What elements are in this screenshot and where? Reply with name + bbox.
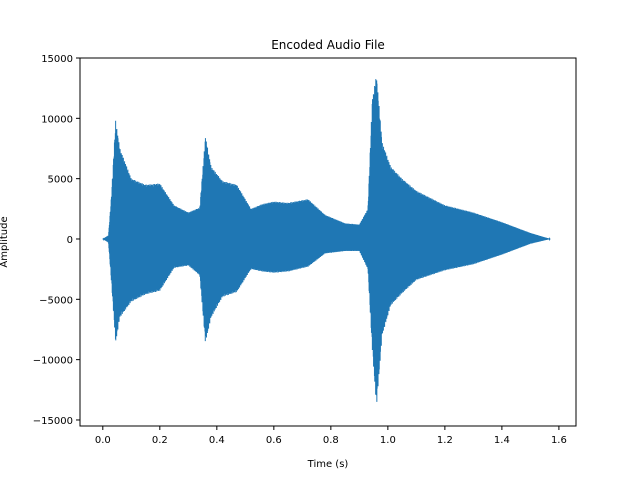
y-tick-label: 15000: [41, 54, 73, 65]
y-tick-label: 5000: [48, 175, 73, 186]
x-axis-label: Time (s): [307, 459, 349, 470]
x-tick-label: 1.6: [551, 435, 567, 446]
y-axis: −15000 −10000 −5000 0 5000 10000 15000: [33, 54, 80, 427]
x-tick-label: 1.2: [437, 435, 453, 446]
x-axis: 0.0 0.2 0.4 0.6 0.8 1.0 1.2 1.4 1.6: [95, 426, 567, 446]
plot-area: [79, 57, 577, 427]
x-tick-label: 0.2: [152, 435, 168, 446]
x-tick-label: 0.4: [209, 435, 225, 446]
y-axis-label: Amplitude: [0, 216, 10, 267]
waveform-series: [102, 79, 551, 402]
x-tick-label: 1.4: [494, 435, 510, 446]
x-tick-label: 0.8: [323, 435, 339, 446]
y-tick-label: 10000: [41, 114, 73, 125]
x-tick-label: 0.6: [266, 435, 282, 446]
plot-frame: [79, 57, 577, 427]
y-tick-label: −15000: [33, 416, 73, 427]
y-tick-label: −10000: [33, 356, 73, 367]
x-tick-label: 1.0: [380, 435, 396, 446]
y-tick-label: 0: [67, 235, 73, 246]
chart-title: Encoded Audio File: [271, 38, 385, 52]
x-tick-label: 0.0: [95, 435, 111, 446]
y-tick-label: −5000: [39, 295, 73, 306]
